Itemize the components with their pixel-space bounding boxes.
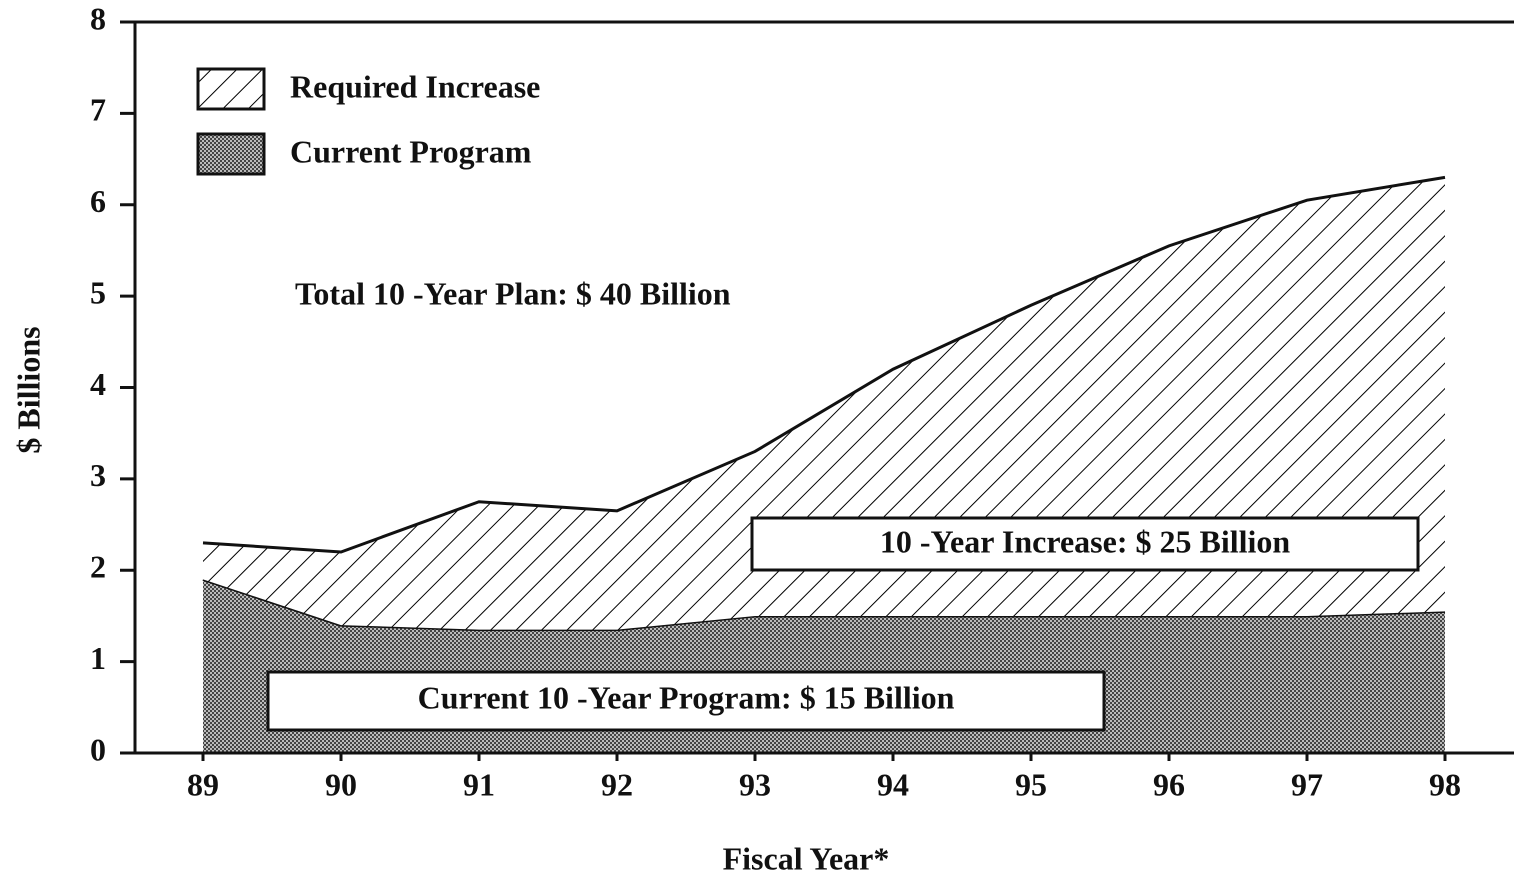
x-tick-label: 95 xyxy=(1015,766,1047,802)
y-tick-label: 1 xyxy=(90,640,106,676)
annotation-box xyxy=(266,670,1106,732)
x-tick-label: 93 xyxy=(739,766,771,802)
y-tick-label: 5 xyxy=(90,274,106,310)
annotation: Current 10 -Year Program: $ 15 Billion xyxy=(418,679,955,715)
y-tick-label: 0 xyxy=(90,731,106,767)
area-edge xyxy=(202,175,1446,554)
y-axis-label: $ Billions xyxy=(10,326,46,453)
y-tick-label: 8 xyxy=(90,0,106,36)
area-edge xyxy=(202,577,1446,632)
x-tick-label: 94 xyxy=(877,766,909,802)
annotation-box xyxy=(750,516,1420,572)
x-tick-label: 91 xyxy=(463,766,495,802)
legend-label: Required Increase xyxy=(290,68,540,104)
y-tick-label: 2 xyxy=(90,549,106,585)
y-tick-label: 7 xyxy=(90,92,106,128)
x-tick-label: 89 xyxy=(187,766,219,802)
x-tick-label: 90 xyxy=(325,766,357,802)
y-tick-label: 3 xyxy=(90,457,106,493)
x-tick-label: 92 xyxy=(601,766,633,802)
annotation: 10 -Year Increase: $ 25 Billion xyxy=(880,523,1291,559)
y-tick-label: 6 xyxy=(90,183,106,219)
annotation: Total 10 -Year Plan: $ 40 Billion xyxy=(295,275,731,311)
legend-swatch xyxy=(196,132,266,176)
x-tick-label: 96 xyxy=(1153,766,1185,802)
legend-swatch xyxy=(196,67,266,111)
x-axis-label: Fiscal Year* xyxy=(723,840,890,876)
y-tick-label: 4 xyxy=(90,366,106,402)
legend-label: Current Program xyxy=(290,133,532,169)
x-tick-label: 98 xyxy=(1429,766,1461,802)
x-tick-label: 97 xyxy=(1291,766,1323,802)
